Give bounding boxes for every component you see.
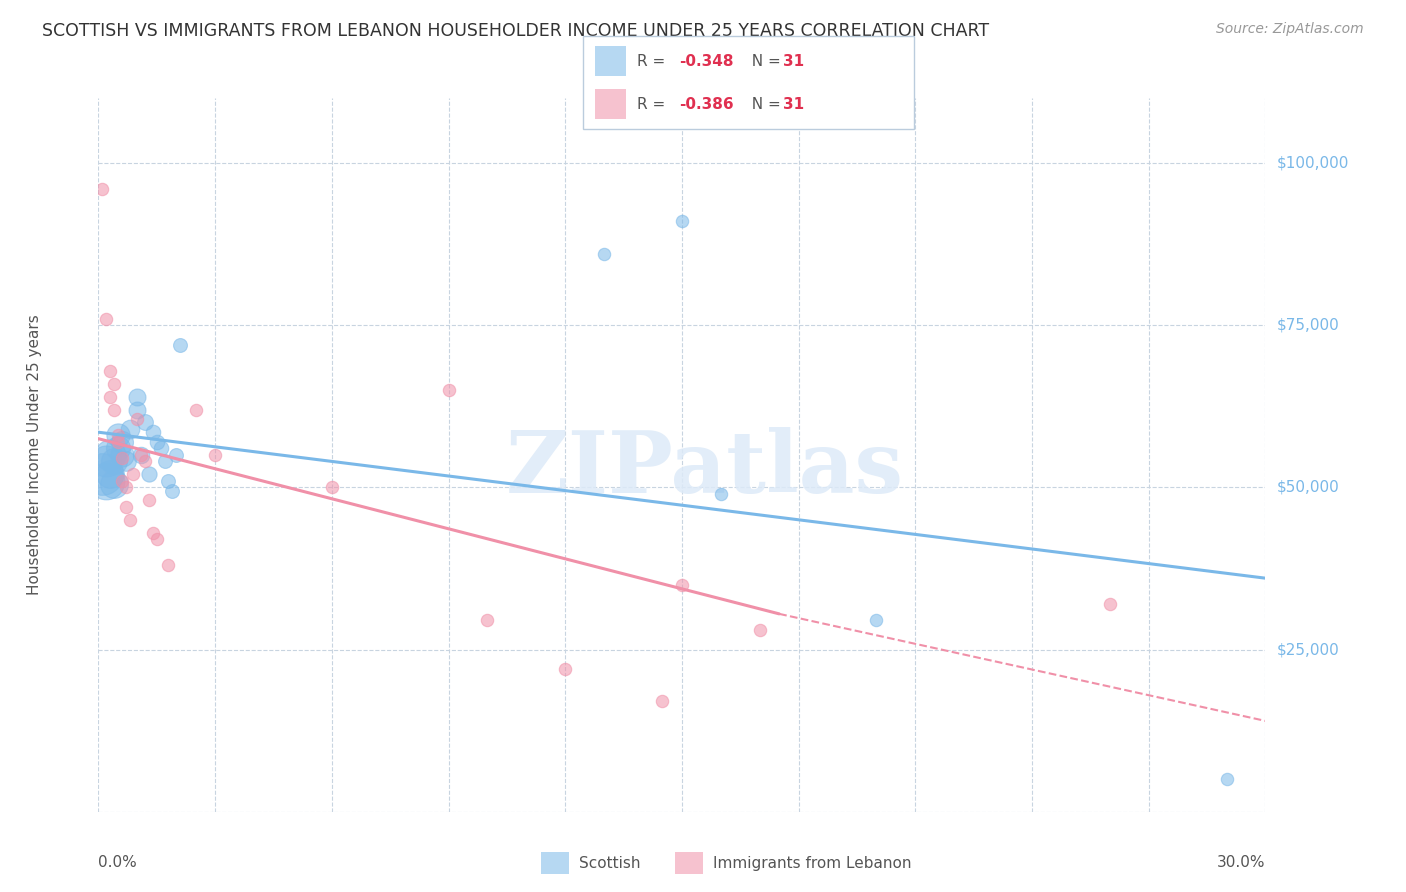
Text: Immigrants from Lebanon: Immigrants from Lebanon [713, 855, 911, 871]
Text: SCOTTISH VS IMMIGRANTS FROM LEBANON HOUSEHOLDER INCOME UNDER 25 YEARS CORRELATIO: SCOTTISH VS IMMIGRANTS FROM LEBANON HOUS… [42, 22, 990, 40]
Point [127, 412, 149, 426]
Point [98, 448, 121, 462]
Point [138, 493, 160, 508]
Text: R =: R = [637, 97, 671, 112]
Point [114, 480, 136, 494]
Point [103, 454, 125, 468]
Point [98, 390, 121, 404]
Point [321, 480, 343, 494]
Point [477, 613, 499, 627]
Point [111, 448, 134, 462]
Point [127, 402, 149, 417]
Point [114, 454, 136, 468]
Text: Householder Income Under 25 years: Householder Income Under 25 years [27, 315, 42, 595]
Point [96, 454, 118, 468]
Point [107, 428, 129, 442]
Point [107, 428, 129, 442]
Point [111, 434, 134, 449]
Point [437, 383, 460, 397]
Point [146, 533, 169, 547]
Point [157, 558, 180, 573]
Point [127, 390, 149, 404]
Point [134, 416, 156, 430]
Point [91, 182, 114, 196]
Point [593, 247, 616, 261]
Point [651, 694, 673, 708]
Point [98, 363, 121, 377]
Point [98, 467, 121, 482]
Point [169, 337, 191, 351]
Point [118, 422, 141, 436]
Text: $100,000: $100,000 [1277, 155, 1348, 170]
Point [554, 662, 576, 676]
Point [204, 448, 226, 462]
Point [165, 448, 187, 462]
Point [146, 434, 169, 449]
Point [118, 513, 141, 527]
Point [671, 577, 693, 591]
Point [129, 448, 152, 462]
Point [103, 402, 125, 417]
Text: Source: ZipAtlas.com: Source: ZipAtlas.com [1216, 22, 1364, 37]
Text: Scottish: Scottish [579, 855, 641, 871]
Point [142, 425, 165, 440]
Point [1098, 597, 1121, 611]
Text: N =: N = [742, 54, 786, 69]
Point [114, 500, 136, 514]
Point [162, 483, 184, 498]
Point [129, 448, 152, 462]
Point [111, 474, 134, 488]
Point [1215, 772, 1237, 787]
Point [153, 454, 176, 468]
Text: $75,000: $75,000 [1277, 318, 1340, 333]
Text: R =: R = [637, 54, 671, 69]
Text: 30.0%: 30.0% [1218, 855, 1265, 870]
Text: 31: 31 [783, 97, 804, 112]
Point [96, 474, 118, 488]
Text: $25,000: $25,000 [1277, 642, 1340, 657]
Point [671, 214, 693, 228]
Point [149, 442, 172, 456]
Text: 31: 31 [783, 54, 804, 69]
Point [91, 467, 114, 482]
Text: $50,000: $50,000 [1277, 480, 1340, 495]
Text: -0.386: -0.386 [679, 97, 734, 112]
Text: -0.348: -0.348 [679, 54, 734, 69]
Point [103, 376, 125, 391]
Point [107, 442, 129, 456]
Point [103, 477, 125, 491]
Text: 0.0%: 0.0% [98, 855, 138, 870]
Point [710, 487, 733, 501]
Point [134, 454, 156, 468]
Point [107, 434, 129, 449]
Point [157, 474, 180, 488]
Text: ZIPatlas: ZIPatlas [506, 427, 904, 511]
Point [96, 311, 118, 326]
Point [142, 525, 165, 540]
Point [865, 613, 887, 627]
Point [138, 467, 160, 482]
Point [748, 623, 770, 637]
Point [111, 451, 134, 466]
Point [184, 402, 207, 417]
Point [122, 467, 145, 482]
Text: N =: N = [742, 97, 786, 112]
